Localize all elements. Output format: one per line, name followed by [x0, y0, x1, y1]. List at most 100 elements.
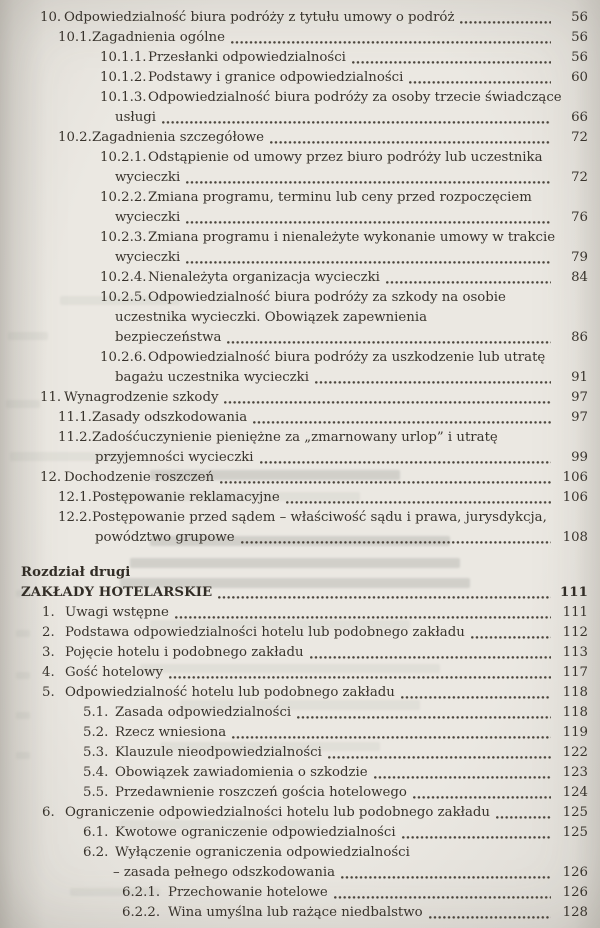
toc-item-page: 72: [571, 170, 588, 185]
toc-item-title: Pojęcie hotelu i podobnego zakładu: [65, 645, 304, 660]
dot-leader: [253, 420, 551, 425]
toc-item-title: Uwagi wstępne: [65, 605, 169, 620]
toc-item-title: Postępowanie przed sądem – właściwość są…: [92, 510, 547, 525]
dot-leader: [314, 380, 551, 385]
toc-row: 10.2.3. Zmiana programu i nienależyte wy…: [0, 228, 588, 248]
toc-item-page: 125: [562, 825, 588, 840]
toc-item-page: 76: [571, 210, 588, 225]
dot-leader: [169, 675, 551, 680]
toc-item-title: Ograniczenie odpowiedzialności hotelu lu…: [65, 805, 490, 820]
toc-item-page: 56: [571, 30, 588, 45]
dot-leader: [309, 655, 551, 660]
toc-item-title: usługi: [115, 110, 157, 125]
dot-leader: [218, 595, 551, 600]
toc-row: uczestnika wycieczki. Obowiązek zapewnie…: [0, 308, 588, 328]
toc-row: 4. Gość hotelowy 117: [0, 663, 588, 683]
toc-item-title: – zasada pełnego odszkodowania: [113, 865, 336, 880]
toc-item-title: bezpieczeństwa: [115, 330, 222, 345]
toc-item-title: Kwotowe ograniczenie odpowiedzialności: [115, 825, 396, 840]
toc-item-title: Gość hotelowy: [65, 665, 164, 680]
dot-leader: [186, 260, 551, 265]
toc-item-page: 86: [571, 330, 588, 345]
toc-item-page: 118: [562, 685, 588, 700]
toc-item-title: Podstawa odpowiedzialności hotelu lub po…: [65, 625, 465, 640]
toc-item-page: 123: [562, 765, 588, 780]
toc-item-title: wycieczki: [115, 250, 181, 265]
dot-leader: [400, 695, 551, 700]
toc-item-page: 56: [571, 10, 588, 25]
dot-leader: [259, 460, 551, 465]
toc-item-number: 10.1.1.: [100, 50, 147, 65]
toc-item-title: Rzecz wniesiona: [115, 725, 227, 740]
toc-item-number: 10.1.: [58, 30, 92, 45]
toc-item-title: Wynagrodzenie szkody: [64, 390, 219, 405]
toc-item-number: 10.1.3.: [100, 90, 147, 105]
toc-item-page: 56: [571, 50, 588, 65]
toc-item-page: 118: [562, 705, 588, 720]
toc-item-title: przyjemności wycieczki: [95, 450, 254, 465]
toc-item-number: 10.2.3.: [100, 230, 147, 245]
toc-row: Rozdział drugi: [0, 563, 588, 583]
toc-row: 10.2.5. Odpowiedzialność biura podróży z…: [0, 288, 588, 308]
dot-leader: [401, 835, 551, 840]
toc-item-page: 113: [562, 645, 588, 660]
toc-item-title: Dochodzenie roszczeń: [64, 470, 215, 485]
toc-row: usługi 66: [0, 108, 588, 128]
toc-row: 6.2.2. Wina umyślna lub rażące niedbalst…: [0, 903, 588, 923]
toc-item-number: 6.2.: [83, 845, 109, 860]
toc-item-page: 106: [562, 470, 588, 485]
toc-item-page: 60: [571, 70, 588, 85]
toc-item-title: Wina umyślna lub rażące niedbalstwo: [168, 905, 423, 920]
toc-row: 10.2.2. Zmiana programu, terminu lub cen…: [0, 188, 588, 208]
toc-item-title: Zasady odszkodowania: [92, 410, 248, 425]
toc-row: 6.1. Kwotowe ograniczenie odpowiedzialno…: [0, 823, 588, 843]
toc-item-title: Odpowiedzialność biura podróży z tytułu …: [64, 10, 455, 25]
toc-item-title: Postępowanie reklamacyjne: [92, 490, 280, 505]
dot-leader: [428, 915, 551, 920]
toc-row: 10. Odpowiedzialność biura podróży z tyt…: [0, 8, 588, 28]
dot-leader: [333, 895, 551, 900]
toc-item-page: 84: [571, 270, 588, 285]
toc-row: 5.5. Przedawnienie roszczeń gościa hotel…: [0, 783, 588, 803]
toc-row: 5. Odpowiedzialność hotelu lub podobnego…: [0, 683, 588, 703]
toc-row: wycieczki 79: [0, 248, 588, 268]
toc-row: 10.2. Zagadnienia szczegółowe 72: [0, 128, 588, 148]
toc-item-number: 10.2.5.: [100, 290, 147, 305]
toc-item-page: 111: [559, 585, 588, 600]
toc-item-page: 125: [562, 805, 588, 820]
dot-leader: [460, 20, 551, 25]
toc-row: 5.4. Obowiązek zawiadomienia o szkodzie …: [0, 763, 588, 783]
toc-row: 5.2. Rzecz wniesiona 119: [0, 723, 588, 743]
dot-leader: [162, 120, 551, 125]
toc-row: 10.2.4. Nienależyta organizacja wycieczk…: [0, 268, 588, 288]
toc-row: wycieczki 76: [0, 208, 588, 228]
toc-item-page: 112: [562, 625, 588, 640]
dot-leader: [412, 795, 551, 800]
toc-row: 1. Uwagi wstępne 111: [0, 603, 588, 623]
toc-item-title: Przesłanki odpowiedzialności: [148, 50, 346, 65]
toc-item-title: Odpowiedzialność biura podróży za szkody…: [148, 290, 506, 305]
dot-leader: [224, 400, 551, 405]
toc-item-title: Klauzule nieodpowiedzialności: [115, 745, 322, 760]
dot-leader: [186, 180, 551, 185]
dot-leader: [341, 875, 551, 880]
toc-item-title: Odpowiedzialność biura podróży za uszkod…: [148, 350, 546, 365]
toc-row: bezpieczeństwa 86: [0, 328, 588, 348]
toc-row: bagażu uczestnika wycieczki 91: [0, 368, 588, 388]
toc-row: 10.1.3. Odpowiedzialność biura podróży z…: [0, 88, 588, 108]
toc-item-number: 5.5.: [83, 785, 109, 800]
toc-row: 10.2.1. Odstąpienie od umowy przez biuro…: [0, 148, 588, 168]
toc-item-title: bagażu uczestnika wycieczki: [115, 370, 309, 385]
toc-item-page: 97: [571, 390, 588, 405]
toc-item-page: 122: [562, 745, 588, 760]
toc-row: – zasada pełnego odszkodowania 126: [0, 863, 588, 883]
toc-item-number: 12.: [40, 470, 62, 485]
toc-row: 5.3. Klauzule nieodpowiedzialności 122: [0, 743, 588, 763]
toc-item-page: 126: [562, 865, 588, 880]
toc-item-number: 5.3.: [83, 745, 109, 760]
toc-item-number: 1.: [42, 605, 55, 620]
dot-leader: [409, 80, 551, 85]
toc-item-title: Rozdział drugi: [21, 565, 131, 580]
dot-leader: [297, 715, 551, 720]
dot-leader: [270, 140, 551, 145]
